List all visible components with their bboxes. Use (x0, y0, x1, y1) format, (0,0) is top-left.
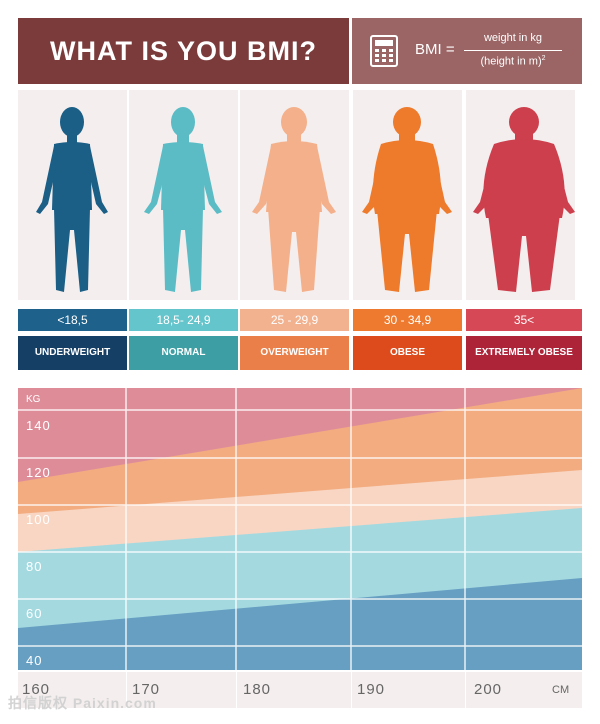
y-tick-label: 140 (26, 418, 51, 433)
x-axis-divider (351, 672, 352, 708)
chart-gridlines (18, 388, 582, 670)
category-text: EXTREMELY OBESE (475, 347, 573, 358)
figure-panel-overweight (240, 90, 349, 300)
chart-bands (18, 388, 582, 670)
y-tick-label: 40 (26, 653, 43, 668)
range-normal: 18,5- 24,9 (129, 309, 238, 331)
x-axis-unit: CM (552, 684, 570, 696)
x-tick-label: 180 (243, 681, 272, 698)
figure-panel-normal (129, 90, 238, 300)
body-silhouette-icon (144, 107, 222, 292)
range-text: 35< (513, 313, 535, 327)
y-tick-label: 100 (26, 512, 51, 527)
range-text: <18,5 (57, 313, 88, 327)
bmi-weight-height-chart: KG 140 120 100 80 60 40 (18, 388, 582, 670)
formula-numerator: weight in kg (483, 32, 543, 44)
figure-panel-underweight (18, 90, 127, 300)
range-text: 25 - 29,9 (270, 313, 319, 327)
category-label-extremely-obese: EXTREMELY OBESE (466, 336, 582, 370)
category-label-normal: NORMAL (129, 336, 238, 370)
formula-denominator: (height in m)2 (464, 55, 562, 68)
body-silhouette-icon (36, 107, 108, 292)
body-silhouette-icon (473, 107, 575, 292)
category-label-underweight: UNDERWEIGHT (18, 336, 127, 370)
range-text: 30 - 34,9 (383, 313, 432, 327)
title-banner: WHAT IS YOU BMI? (18, 18, 349, 84)
x-axis-divider (236, 672, 237, 708)
x-axis-bar (18, 672, 582, 708)
category-text: UNDERWEIGHT (34, 347, 111, 358)
category-label-overweight: OVERWEIGHT (240, 336, 349, 370)
body-silhouette-icon (362, 107, 452, 292)
range-obese: 30 - 34,9 (353, 309, 462, 331)
range-extremely-obese: 35< (466, 309, 582, 331)
watermark: 拍信版权 Paixin.com (8, 695, 157, 711)
category-label-obese: OBESE (353, 336, 462, 370)
category-text: OBESE (389, 347, 425, 358)
range-overweight: 25 - 29,9 (240, 309, 349, 331)
x-tick-label: 170 (132, 681, 161, 698)
y-tick-label: 80 (26, 559, 43, 574)
bmi-formula: BMI = weight in kg (height in m)2 (352, 18, 582, 84)
y-tick-label: 120 (26, 465, 51, 480)
x-axis-divider (465, 672, 466, 708)
category-text: NORMAL (161, 347, 206, 358)
y-axis-unit: KG (26, 394, 41, 405)
page-title: WHAT IS YOU BMI? (50, 36, 317, 66)
fraction-line (464, 50, 562, 51)
range-underweight: <18,5 (18, 309, 127, 331)
range-text: 18,5- 24,9 (156, 313, 211, 327)
exponent: 2 (541, 55, 546, 62)
band-underweight (18, 578, 582, 670)
figure-panel-extremely-obese (466, 90, 575, 300)
denominator-text: (height in m) (480, 55, 542, 68)
y-tick-label: 60 (26, 606, 43, 621)
formula-lhs: BMI = (415, 41, 455, 58)
calculator-icon (370, 35, 398, 67)
category-text: OVERWEIGHT (260, 347, 329, 358)
x-tick-label: 200 (474, 681, 503, 698)
x-tick-label: 160 (22, 681, 51, 698)
x-axis-divider (126, 672, 127, 708)
x-tick-label: 190 (357, 681, 386, 698)
body-silhouette-icon (252, 107, 336, 292)
figure-panel-obese (353, 90, 462, 300)
